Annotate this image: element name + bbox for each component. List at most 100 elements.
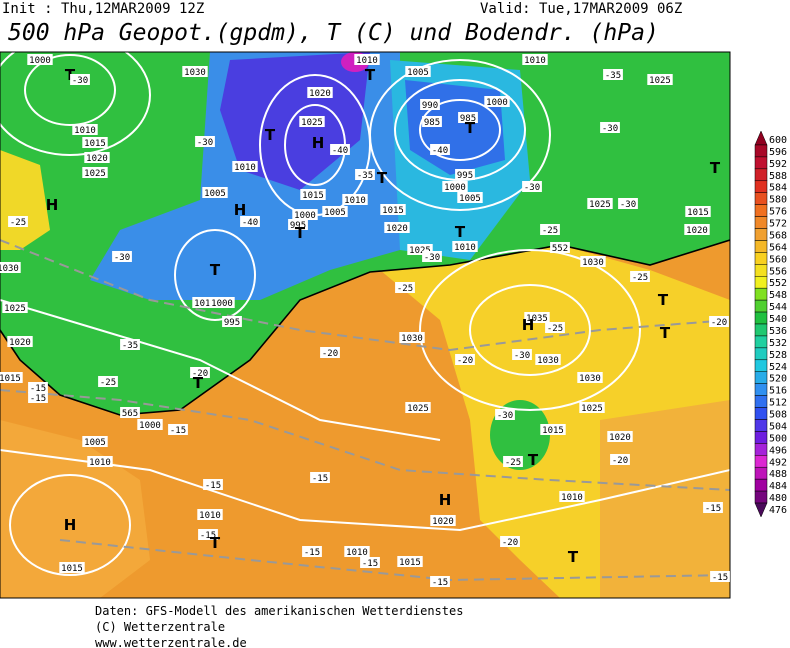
- label-box: [455, 169, 475, 180]
- label-box: [292, 209, 318, 220]
- label-box: [182, 66, 208, 77]
- pressure-center: T: [658, 291, 669, 309]
- colorbar-label: 592: [769, 159, 787, 170]
- colorbar-cell: [754, 240, 768, 253]
- label-box: [222, 316, 242, 327]
- label-box: [302, 546, 322, 557]
- valid-time: Valid: Tue,17MAR2009 06Z: [480, 1, 682, 17]
- colorbar-cell: [754, 455, 768, 468]
- contour-label: -25: [505, 458, 521, 468]
- colorbar-label: 536: [769, 326, 787, 337]
- contour-label: -25: [542, 226, 558, 236]
- colorbar-cell: [754, 228, 768, 241]
- label-box: [618, 198, 638, 209]
- label-box: [455, 354, 475, 365]
- label-box: [342, 194, 368, 205]
- colorbar-cell: [754, 168, 768, 182]
- colorbar-label: 520: [769, 374, 787, 385]
- colorbar-label: 596: [769, 147, 787, 158]
- contour-label: 1000: [294, 211, 316, 221]
- colorbar-label: 496: [769, 445, 787, 456]
- contour-label: -30: [620, 200, 636, 210]
- label-box: [344, 546, 370, 557]
- label-box: [209, 297, 235, 308]
- label-box: [545, 322, 565, 333]
- label-box: [458, 112, 478, 123]
- colorbar-label: 508: [769, 410, 787, 421]
- footer-line: (C) Wetterzentrale: [95, 620, 225, 634]
- contour-label: 1020: [86, 154, 108, 164]
- colorbar-cell: [754, 395, 768, 408]
- contour-label: 1005: [84, 438, 106, 448]
- contour-label: 1025: [409, 246, 431, 256]
- pressure-center: T: [710, 159, 721, 177]
- contour-label: 995: [224, 318, 240, 328]
- footer-line: Daten: GFS-Modell des amerikanischen Wet…: [95, 604, 463, 618]
- contour-label: 1005: [407, 68, 429, 78]
- contour-label: 1020: [432, 517, 454, 527]
- label-box: [647, 74, 673, 85]
- colorbar-label: 484: [769, 481, 787, 492]
- label-box: [610, 454, 630, 465]
- colorbar-label: 512: [769, 398, 787, 409]
- label-box: [202, 187, 228, 198]
- label-box: [8, 216, 28, 227]
- contour-label: -30: [424, 253, 440, 263]
- colorbar-cell: [754, 383, 768, 396]
- contour-label: -15: [705, 504, 721, 514]
- colorbar-cell: [754, 490, 768, 504]
- colorbar-cell: [754, 347, 768, 361]
- contour-label: -20: [502, 538, 518, 548]
- colorbar-label: 560: [769, 254, 787, 265]
- pressure-center: T: [660, 324, 671, 342]
- contour-label: 1000: [139, 421, 161, 431]
- label-box: [240, 216, 260, 227]
- contour-label: -20: [711, 318, 727, 328]
- label-box: [685, 206, 711, 217]
- contour-label: -30: [197, 138, 213, 148]
- colorbar-label: 480: [769, 493, 787, 504]
- label-box: [72, 124, 98, 135]
- contour-label: 1035: [526, 314, 548, 324]
- colorbar-cell: [754, 359, 768, 372]
- label-box: [7, 336, 33, 347]
- pressure-center: T: [568, 548, 579, 566]
- contour-label: 1030: [0, 264, 19, 274]
- contour-label: -20: [612, 456, 628, 466]
- colorbar-cell: [754, 443, 768, 456]
- label-box: [630, 271, 650, 282]
- contour-label: -25: [397, 284, 413, 294]
- colorbar-label: 552: [769, 278, 787, 289]
- label-box: [168, 424, 188, 435]
- colorbar-cell: [754, 371, 768, 384]
- contour-label: 1030: [537, 356, 559, 366]
- contour-label: 1020: [9, 338, 31, 348]
- label-box: [190, 367, 210, 378]
- label-box: [420, 99, 440, 110]
- contour-label: 1025: [407, 404, 429, 414]
- contour-label: 1005: [324, 208, 346, 218]
- label-box: [405, 402, 431, 413]
- contour-label: -30: [72, 76, 88, 86]
- label-box: [397, 556, 423, 567]
- label-box: [703, 502, 723, 513]
- label-box: [684, 224, 710, 235]
- label-box: [384, 222, 410, 233]
- colorbar-cell: [754, 466, 768, 480]
- colorbar-label: 524: [769, 362, 787, 373]
- colorbar-label: 488: [769, 469, 787, 480]
- pressure-center: T: [210, 261, 221, 279]
- contour-label: 565: [122, 409, 138, 419]
- colorbar-cell: [754, 156, 768, 170]
- label-box: [300, 189, 326, 200]
- contour-label: 1010: [234, 163, 256, 173]
- contour-label: -35: [357, 171, 373, 181]
- contour-label: 1010: [356, 56, 378, 66]
- label-box: [355, 169, 375, 180]
- contour-label: 1025: [581, 404, 603, 414]
- pressure-center: T: [265, 126, 276, 144]
- label-box: [87, 456, 113, 467]
- label-box: [28, 382, 48, 393]
